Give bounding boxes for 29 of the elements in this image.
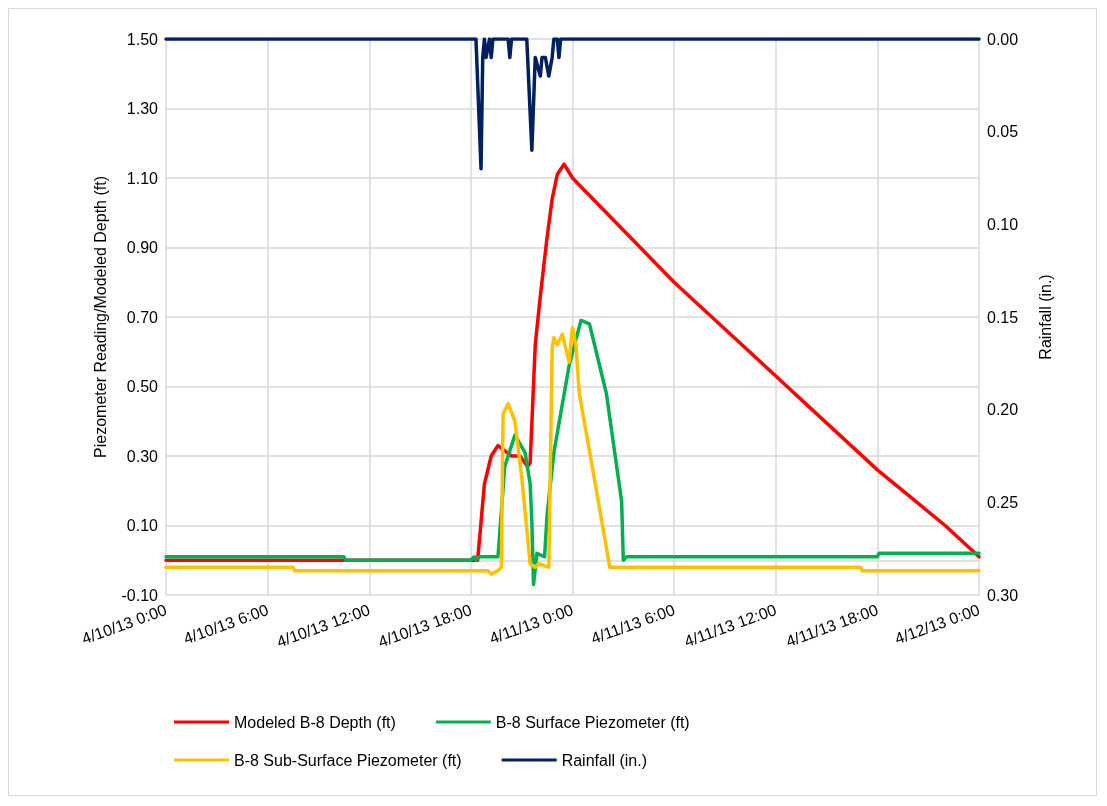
y-tick-label: 0.10	[126, 517, 159, 534]
legend-label: Modeled B-8 Depth (ft)	[234, 713, 396, 731]
legend-label: Rainfall (in.)	[561, 751, 647, 769]
y2-tick-label: 0.20	[987, 401, 1019, 419]
y-tick-label: 1.50	[126, 30, 159, 48]
x-tick-label: 4/10/13 6:00	[181, 600, 271, 648]
y-tick-label: 1.10	[126, 169, 159, 187]
x-tick-label: 4/11/13 0:00	[487, 600, 576, 647]
y2-tick-label: 0.25	[987, 493, 1019, 511]
y2-axis-title: Rainfall (in.)	[1036, 274, 1054, 360]
y2-tick-label: 0.10	[987, 215, 1019, 233]
x-tick-label: 4/11/13 12:00	[681, 600, 779, 651]
y-tick-label: 0.50	[126, 378, 159, 395]
y-tick-label: 1.30	[126, 100, 159, 117]
y-axis-title: Piezometer Reading/Modeled Depth (ft)	[91, 176, 109, 458]
y-tick-label: 0.30	[126, 447, 159, 465]
x-tick-label: 4/11/13 18:00	[783, 600, 881, 651]
x-tick-label: 4/12/13 0:00	[892, 600, 982, 648]
y-tick-label: 0.90	[126, 239, 159, 256]
x-tick-label: 4/10/13 12:00	[274, 600, 373, 651]
y2-tick-label: 0.00	[987, 30, 1019, 48]
legend-label: B-8 Sub-Surface Piezometer (ft)	[234, 751, 462, 769]
legend-label: B-8 Surface Piezometer (ft)	[495, 713, 690, 731]
y2-tick-label: 0.30	[987, 586, 1019, 604]
y-tick-label: 0.70	[126, 308, 159, 326]
y2-tick-label: 0.05	[987, 123, 1019, 141]
x-tick-label: 4/11/13 6:00	[588, 600, 678, 647]
x-tick-label: 4/10/13 18:00	[375, 600, 474, 651]
y2-tick-label: 0.15	[987, 308, 1019, 326]
